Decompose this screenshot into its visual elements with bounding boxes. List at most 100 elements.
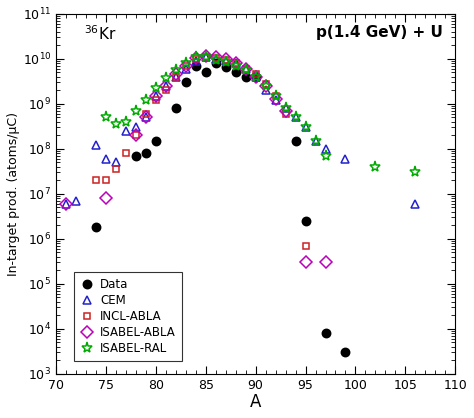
ISABEL-ABLA: [183, 63, 189, 68]
Data: [233, 70, 238, 75]
CEM: [313, 138, 319, 143]
CEM: [103, 156, 109, 161]
ISABEL-RAL: [293, 115, 299, 120]
ISABEL-ABLA: [133, 133, 139, 138]
ISABEL-RAL: [213, 57, 219, 62]
Data: [213, 61, 219, 66]
Legend: Data, CEM, INCL-ABLA, ISABEL-ABLA, ISABEL-RAL: Data, CEM, INCL-ABLA, ISABEL-ABLA, ISABE…: [74, 272, 182, 361]
INCL-ABLA: [113, 167, 119, 172]
Data: [343, 350, 348, 355]
Data: [243, 74, 248, 79]
ISABEL-ABLA: [163, 83, 169, 88]
CEM: [243, 66, 248, 71]
INCL-ABLA: [133, 133, 139, 138]
ISABEL-ABLA: [193, 55, 199, 60]
Data: [183, 80, 189, 85]
INCL-ABLA: [163, 88, 169, 93]
CEM: [323, 146, 328, 151]
Y-axis label: In-target prod. (atoms/μC): In-target prod. (atoms/μC): [7, 112, 20, 276]
INCL-ABLA: [343, 385, 348, 390]
CEM: [273, 98, 278, 103]
INCL-ABLA: [183, 63, 189, 68]
ISABEL-ABLA: [243, 66, 248, 71]
Text: $^{36}$Kr: $^{36}$Kr: [84, 25, 117, 43]
ISABEL-RAL: [143, 98, 149, 103]
ISABEL-ABLA: [64, 201, 69, 206]
CEM: [303, 125, 309, 130]
ISABEL-RAL: [273, 93, 278, 98]
INCL-ABLA: [233, 61, 238, 66]
INCL-ABLA: [223, 57, 228, 62]
Data: [223, 65, 228, 70]
Data: [153, 138, 159, 143]
X-axis label: A: A: [250, 393, 261, 411]
ISABEL-ABLA: [213, 54, 219, 59]
ISABEL-ABLA: [263, 83, 268, 88]
CEM: [73, 198, 79, 203]
INCL-ABLA: [283, 111, 289, 116]
Data: [193, 63, 199, 68]
CEM: [183, 66, 189, 71]
ISABEL-ABLA: [143, 115, 149, 120]
ISABEL-RAL: [193, 54, 199, 59]
CEM: [343, 156, 348, 161]
ISABEL-RAL: [133, 108, 139, 113]
CEM: [412, 201, 418, 206]
CEM: [223, 58, 228, 63]
ISABEL-RAL: [173, 68, 179, 73]
ISABEL-ABLA: [223, 56, 228, 61]
ISABEL-RAL: [253, 74, 258, 79]
INCL-ABLA: [243, 66, 248, 71]
ISABEL-ABLA: [303, 260, 309, 265]
CEM: [193, 58, 199, 63]
ISABEL-RAL: [313, 138, 319, 143]
CEM: [213, 56, 219, 61]
INCL-ABLA: [203, 54, 209, 59]
INCL-ABLA: [103, 178, 109, 183]
ISABEL-RAL: [243, 68, 248, 73]
CEM: [153, 93, 159, 98]
ISABEL-RAL: [373, 164, 378, 169]
Line: INCL-ABLA: INCL-ABLA: [92, 54, 349, 391]
CEM: [293, 115, 299, 120]
Line: CEM: CEM: [62, 53, 419, 208]
ISABEL-ABLA: [153, 93, 159, 98]
INCL-ABLA: [263, 81, 268, 86]
CEM: [93, 143, 99, 148]
ISABEL-RAL: [412, 170, 418, 175]
CEM: [203, 54, 209, 59]
CEM: [133, 125, 139, 130]
INCL-ABLA: [93, 178, 99, 183]
ISABEL-RAL: [113, 122, 119, 127]
CEM: [123, 128, 129, 133]
ISABEL-RAL: [103, 115, 109, 120]
ISABEL-ABLA: [253, 74, 258, 79]
INCL-ABLA: [153, 98, 159, 103]
Line: ISABEL-RAL: ISABEL-RAL: [100, 51, 421, 178]
ISABEL-RAL: [203, 54, 209, 59]
INCL-ABLA: [193, 56, 199, 61]
ISABEL-ABLA: [203, 54, 209, 59]
Line: ISABEL-ABLA: ISABEL-ABLA: [62, 52, 350, 402]
CEM: [143, 115, 149, 120]
ISABEL-RAL: [283, 106, 289, 111]
ISABEL-RAL: [303, 125, 309, 130]
CEM: [263, 88, 268, 93]
ISABEL-RAL: [323, 153, 328, 158]
Data: [293, 138, 299, 143]
Data: [323, 331, 328, 336]
ISABEL-RAL: [153, 86, 159, 91]
Data: [303, 218, 309, 223]
Text: p(1.4 GeV) + U: p(1.4 GeV) + U: [316, 25, 443, 40]
ISABEL-RAL: [163, 75, 169, 80]
Data: [203, 70, 209, 75]
Data: [253, 74, 258, 79]
ISABEL-RAL: [183, 61, 189, 66]
CEM: [173, 74, 179, 79]
INCL-ABLA: [303, 243, 309, 248]
ISABEL-ABLA: [343, 395, 348, 400]
Data: [173, 106, 179, 111]
CEM: [283, 106, 289, 111]
Data: [133, 153, 139, 158]
CEM: [253, 74, 258, 79]
